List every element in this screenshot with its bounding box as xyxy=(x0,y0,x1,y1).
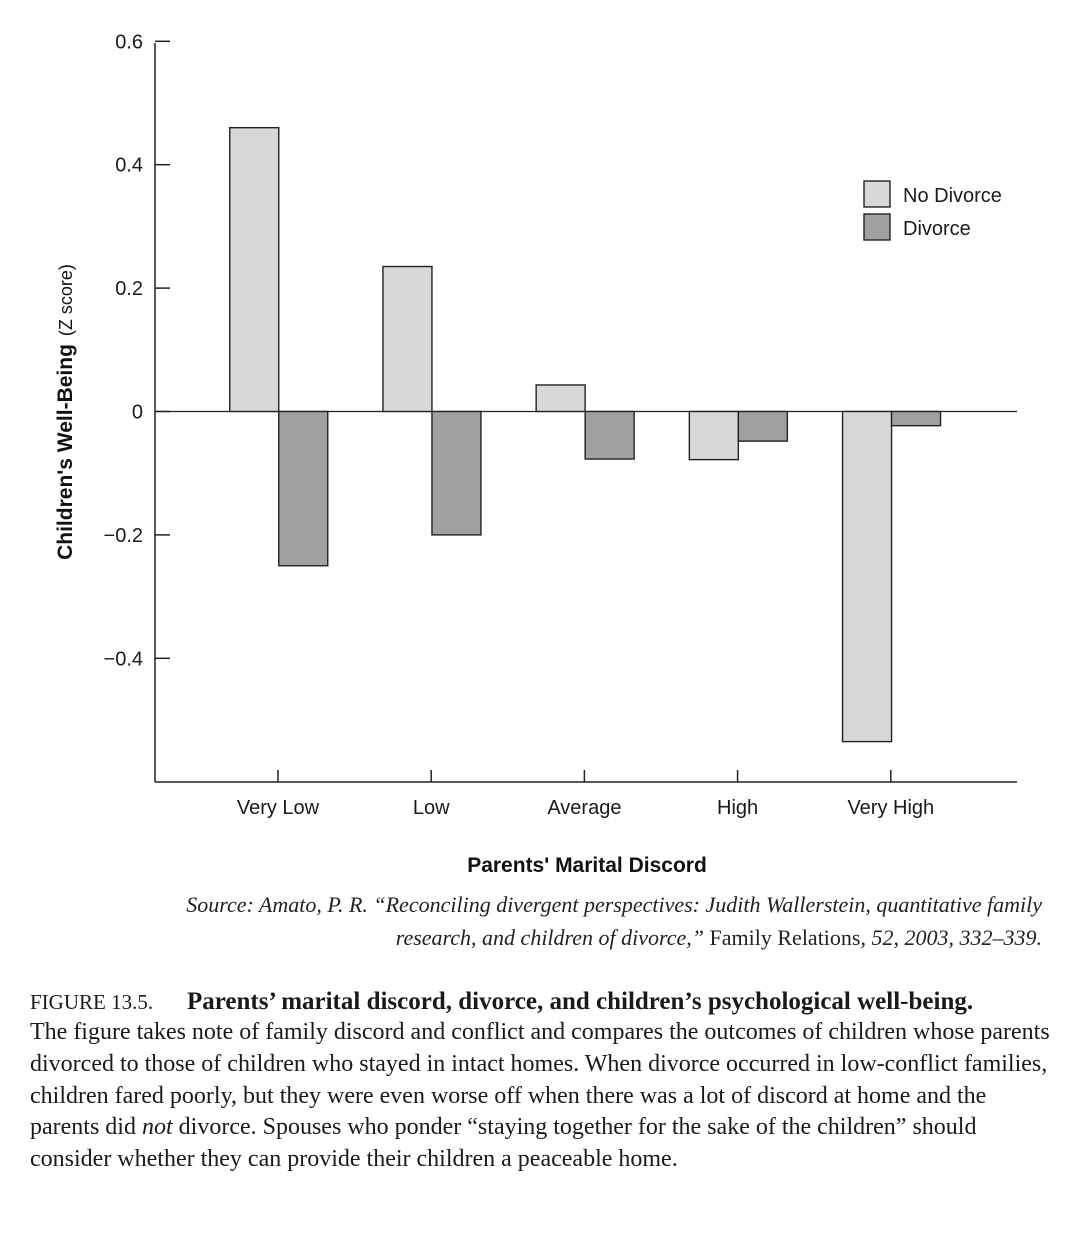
x-tick-label: Very High xyxy=(847,797,934,819)
x-axis-title: Parents' Marital Discord xyxy=(467,854,707,877)
bar-no-divorce xyxy=(688,410,740,461)
legend-swatch xyxy=(863,180,891,208)
bar-divorce xyxy=(890,410,942,427)
bar-divorce xyxy=(584,410,635,460)
bar-no-divorce xyxy=(382,265,433,413)
bar-chart: 0.6 0.4 0.2 0 −0.2 −0.4 Very Low Low Average Hig… xyxy=(54,31,1017,877)
figure-body-emphasis: not xyxy=(141,1114,173,1141)
bar-no-divorce xyxy=(535,384,586,413)
legend-label: Divorce xyxy=(903,218,971,240)
figure-body: The figure takes note of family discord … xyxy=(30,1017,1050,1176)
legend-label: No Divorce xyxy=(903,185,1002,207)
legend: No Divorce Divorce xyxy=(863,180,1002,241)
legend-swatch xyxy=(863,213,891,241)
figure-body-part2: divorce. Spouses who ponder “staying tog… xyxy=(30,1114,977,1173)
y-axis-title: Children's Well-Being (Z score) xyxy=(54,264,77,560)
figure-label: FIGURE 13.5. xyxy=(30,990,154,1014)
bar-divorce xyxy=(737,410,789,442)
source-suffix: , 52, 2003, 332–339. xyxy=(860,925,1043,950)
x-tick-label: Very Low xyxy=(237,797,320,819)
y-tick-label: 0.2 xyxy=(115,278,143,300)
source-prefix: Source: Amato, P. R. “Reconciling diverg… xyxy=(186,892,1042,950)
source-citation: Source: Amato, P. R. “Reconciling diverg… xyxy=(100,888,1042,954)
bar-divorce xyxy=(278,410,329,567)
figure-title: Parents’ marital discord, divorce, and c… xyxy=(187,988,974,1015)
bar-no-divorce xyxy=(841,410,893,743)
figure-body-part1: The figure takes note of family discord … xyxy=(30,1019,1050,1141)
y-axis: 0.6 0.4 0.2 0 −0.2 −0.4 xyxy=(104,31,170,782)
bars xyxy=(229,126,942,743)
x-tick-label: Average xyxy=(547,797,621,819)
bar-divorce xyxy=(431,410,482,536)
x-tick-label: High xyxy=(717,797,758,819)
y-tick-label: 0.6 xyxy=(115,31,143,53)
y-tick-label: −0.2 xyxy=(104,525,143,547)
x-axis: Very Low Low Average High Very High xyxy=(155,410,1017,819)
figure-caption: FIGURE 13.5. Parents’ marital discord, d… xyxy=(30,986,1070,1176)
y-tick-label: 0 xyxy=(132,402,143,424)
source-journal: Family Relations xyxy=(709,925,861,950)
x-tick-label: Low xyxy=(413,797,450,819)
y-tick-label: −0.4 xyxy=(104,648,143,670)
y-tick-label: 0.4 xyxy=(115,155,143,177)
bar-no-divorce xyxy=(229,126,280,413)
